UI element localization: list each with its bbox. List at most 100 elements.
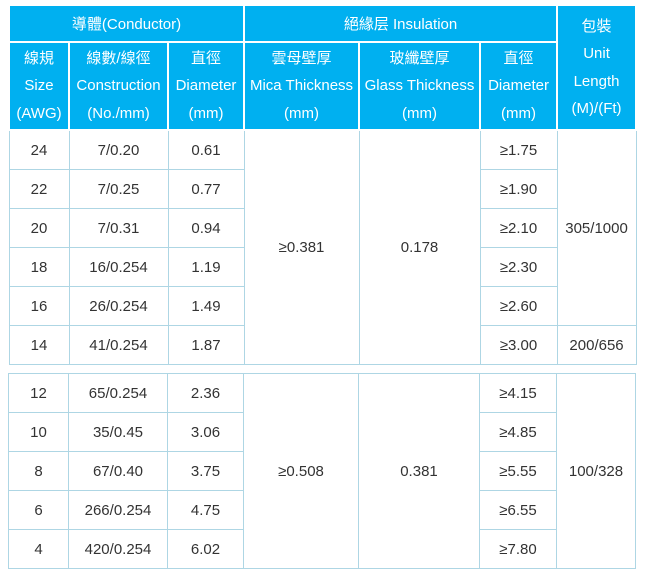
col-header-construction: 線數/線徑 Construction (No./mm) bbox=[68, 41, 169, 131]
construction-cell: 26/0.254 bbox=[68, 286, 169, 326]
glass-thickness-cell: 0.178 bbox=[358, 129, 481, 365]
insulation-diameter-cell: ≥4.15 bbox=[479, 373, 557, 413]
mica-thickness-cell: ≥0.381 bbox=[243, 129, 360, 365]
table-row: 12 65/0.254 2.36 ≥0.508 0.381 ≥4.15 100/… bbox=[8, 373, 636, 569]
unit-length-cell: 305/1000 bbox=[556, 129, 637, 326]
conductor-group-label: 導體(Conductor) bbox=[71, 16, 182, 33]
insulation-diameter-label-en: Diameter bbox=[488, 77, 549, 95]
conductor-diameter-cell: 6.02 bbox=[167, 529, 244, 569]
construction-label-unit: (No./mm) bbox=[87, 104, 150, 122]
construction-cell: 41/0.254 bbox=[68, 325, 169, 365]
mica-label-unit: (mm) bbox=[284, 104, 319, 122]
conductor-diameter-cell: 1.87 bbox=[167, 325, 245, 365]
col-header-conductor-diameter: 直徑 Diameter (mm) bbox=[166, 41, 246, 131]
mica-label-zh: 雲母壁厚 bbox=[271, 50, 332, 68]
packaging-label-unit: (M)/(Ft) bbox=[571, 99, 622, 117]
col-header-glass-thickness: 玻纖壁厚 Glass Thickness (mm) bbox=[358, 41, 482, 131]
construction-cell: 7/0.25 bbox=[68, 169, 169, 209]
table-row: 4 420/0.254 6.02 ≥7.80 bbox=[8, 529, 636, 569]
table-row: 24 7/0.20 0.61 ≥0.381 0.178 ≥1.75 305/10… bbox=[8, 129, 637, 365]
conductor-group-header: 導體(Conductor) bbox=[7, 4, 246, 43]
insulation-diameter-cell: ≥1.75 bbox=[479, 129, 558, 170]
conductor-diameter-cell: 2.36 bbox=[167, 373, 244, 413]
construction-cell: 16/0.254 bbox=[68, 247, 169, 287]
size-cell: 8 bbox=[8, 451, 69, 491]
insulation-diameter-label-zh: 直徑 bbox=[503, 50, 534, 68]
table-row: 10 35/0.45 3.06 ≥4.85 bbox=[8, 412, 636, 452]
construction-label-en: Construction bbox=[76, 77, 161, 95]
packaging-header: 包裝 Unit Length (M)/(Ft) bbox=[556, 4, 638, 131]
col-header-insulation-diameter: 直徑 Diameter (mm) bbox=[479, 41, 559, 131]
header-group-row: 導體(Conductor) 絕緣层 Insulation 包裝 Unit Len… bbox=[7, 4, 638, 131]
insulation-diameter-cell: ≥4.85 bbox=[479, 412, 557, 452]
packaging-label-en1: Unit bbox=[583, 45, 610, 63]
glass-label-zh: 玻纖壁厚 bbox=[389, 50, 450, 68]
header-sub-row: 線規 Size (AWG) 線數/線徑 Construction (No./mm… bbox=[8, 41, 636, 131]
conductor-diameter-label-unit: (mm) bbox=[188, 104, 224, 122]
insulation-diameter-cell: ≥2.30 bbox=[479, 247, 558, 287]
conductor-diameter-cell: 0.94 bbox=[167, 208, 245, 248]
insulation-diameter-cell: ≥7.80 bbox=[479, 529, 557, 569]
size-cell: 20 bbox=[8, 208, 70, 248]
insulation-group-label: 絕緣层 Insulation bbox=[343, 16, 458, 33]
unit-length-cell: 200/656 bbox=[556, 325, 637, 365]
table-row: 6 266/0.254 4.75 ≥6.55 bbox=[8, 490, 636, 530]
table-row: 16 26/0.254 1.49 ≥2.60 bbox=[8, 286, 636, 326]
spec-table-upper: 導體(Conductor) 絕緣层 Insulation 包裝 Unit Len… bbox=[7, 4, 638, 365]
spec-table-lower: 12 65/0.254 2.36 ≥0.508 0.381 ≥4.15 100/… bbox=[8, 373, 636, 569]
construction-cell: 420/0.254 bbox=[68, 529, 168, 569]
spec-table-container: 導體(Conductor) 絕緣层 Insulation 包裝 Unit Len… bbox=[7, 4, 638, 569]
table-row: 18 16/0.254 1.19 ≥2.30 bbox=[8, 247, 636, 287]
insulation-diameter-cell: ≥3.00 bbox=[479, 325, 558, 365]
construction-cell: 266/0.254 bbox=[68, 490, 168, 530]
col-header-size: 線規 Size (AWG) bbox=[8, 41, 70, 131]
packaging-label-en2: Length bbox=[573, 72, 620, 90]
insulation-diameter-label-unit: (mm) bbox=[501, 104, 537, 122]
conductor-diameter-cell: 4.75 bbox=[167, 490, 244, 530]
glass-label-unit: (mm) bbox=[402, 104, 437, 122]
size-cell: 4 bbox=[8, 529, 69, 569]
unit-length-cell: 100/328 bbox=[556, 373, 636, 569]
insulation-diameter-cell: ≥1.90 bbox=[479, 169, 558, 209]
conductor-diameter-label-zh: 直徑 bbox=[191, 50, 222, 68]
glass-thickness-cell: 0.381 bbox=[358, 373, 480, 569]
glass-label-en: Glass Thickness bbox=[364, 77, 475, 95]
construction-label-zh: 線數/線徑 bbox=[86, 50, 151, 68]
construction-cell: 65/0.254 bbox=[68, 373, 168, 413]
insulation-diameter-cell: ≥6.55 bbox=[479, 490, 557, 530]
conductor-diameter-cell: 0.77 bbox=[167, 169, 245, 209]
table-row: 22 7/0.25 0.77 ≥1.90 bbox=[8, 169, 636, 209]
table-row: 14 41/0.254 1.87 ≥3.00 200/656 bbox=[8, 325, 637, 365]
size-label-en: Size bbox=[24, 77, 54, 95]
construction-cell: 35/0.45 bbox=[68, 412, 168, 452]
conductor-diameter-cell: 3.75 bbox=[167, 451, 244, 491]
mica-thickness-cell: ≥0.508 bbox=[243, 373, 359, 569]
insulation-diameter-cell: ≥5.55 bbox=[479, 451, 557, 491]
conductor-diameter-cell: 1.19 bbox=[167, 247, 245, 287]
size-cell: 18 bbox=[8, 247, 70, 287]
size-cell: 24 bbox=[8, 129, 70, 170]
construction-cell: 67/0.40 bbox=[68, 451, 168, 491]
conductor-diameter-label-en: Diameter bbox=[175, 77, 237, 95]
size-label-unit: (AWG) bbox=[16, 104, 62, 122]
mica-label-en: Mica Thickness bbox=[249, 77, 354, 95]
insulation-diameter-cell: ≥2.10 bbox=[479, 208, 558, 248]
table-row: 20 7/0.31 0.94 ≥2.10 bbox=[8, 208, 636, 248]
insulation-group-header: 絕緣层 Insulation bbox=[243, 4, 559, 43]
construction-cell: 7/0.31 bbox=[68, 208, 169, 248]
size-cell: 14 bbox=[8, 325, 70, 365]
insulation-diameter-cell: ≥2.60 bbox=[479, 286, 558, 326]
size-cell: 16 bbox=[8, 286, 70, 326]
col-header-mica-thickness: 雲母壁厚 Mica Thickness (mm) bbox=[243, 41, 361, 131]
size-cell: 10 bbox=[8, 412, 69, 452]
size-label-zh: 線規 bbox=[23, 50, 54, 68]
table-row: 8 67/0.40 3.75 ≥5.55 bbox=[8, 451, 636, 491]
conductor-diameter-cell: 0.61 bbox=[167, 129, 245, 170]
size-cell: 12 bbox=[8, 373, 69, 413]
conductor-diameter-cell: 1.49 bbox=[167, 286, 245, 326]
size-cell: 6 bbox=[8, 490, 69, 530]
size-cell: 22 bbox=[8, 169, 70, 209]
construction-cell: 7/0.20 bbox=[68, 129, 169, 170]
conductor-diameter-cell: 3.06 bbox=[167, 412, 244, 452]
